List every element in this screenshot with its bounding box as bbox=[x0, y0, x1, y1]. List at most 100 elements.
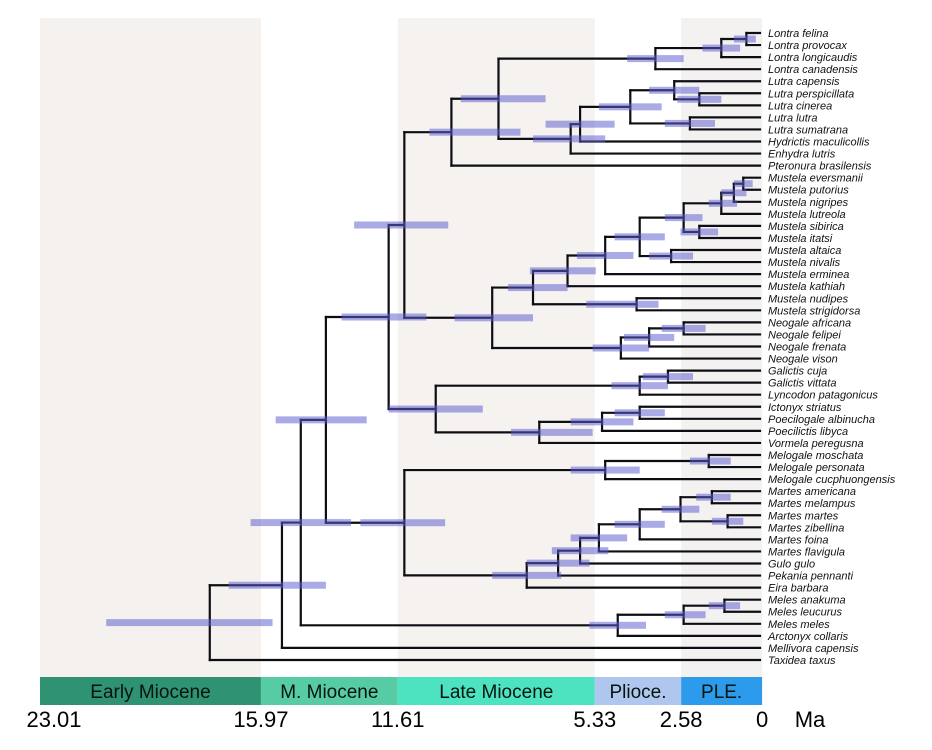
node-age-bar bbox=[275, 416, 367, 424]
node-age-bar bbox=[624, 333, 675, 341]
taxon-label: Neogale vison bbox=[768, 354, 838, 366]
node-age-bar bbox=[721, 189, 747, 197]
taxon-label: Lutra capensis bbox=[768, 76, 840, 88]
node-age-bar bbox=[533, 135, 606, 143]
epoch-band-label: Early Miocene bbox=[90, 682, 210, 703]
node-age-bar bbox=[529, 267, 596, 275]
node-age-bar bbox=[570, 534, 628, 542]
taxon-label: Mustela putorius bbox=[768, 185, 849, 197]
epoch-band-plioce- bbox=[594, 677, 682, 705]
node-age-bar bbox=[341, 313, 427, 321]
node-age-bar bbox=[689, 457, 731, 465]
taxon-label: Martes flavigula bbox=[768, 546, 845, 558]
epoch-band-label: M. Miocene bbox=[280, 682, 378, 703]
taxon-label: Ictonyx striatus bbox=[768, 402, 842, 414]
node-age-bar bbox=[708, 602, 741, 610]
node-age-bar bbox=[661, 324, 706, 332]
node-age-bar bbox=[664, 611, 706, 619]
axis-tick-label: 0 bbox=[756, 707, 768, 732]
node-age-bar bbox=[360, 519, 446, 527]
node-age-bar bbox=[454, 314, 534, 322]
taxon-label: Neogale felipei bbox=[768, 329, 841, 341]
taxon-label: Neogale africana bbox=[768, 317, 851, 329]
node-age-bar bbox=[354, 221, 449, 229]
taxon-label: Mustela eversmanii bbox=[768, 173, 863, 185]
node-age-bar bbox=[664, 119, 716, 127]
taxon-label: Gulo gulo bbox=[768, 559, 815, 571]
taxon-label: Poecilogale albinucha bbox=[768, 414, 875, 426]
taxon-label: Martes foina bbox=[768, 534, 829, 546]
taxon-label: Mustela nudipes bbox=[768, 293, 849, 305]
node-age-bar bbox=[250, 519, 351, 527]
node-age-bar bbox=[733, 180, 753, 188]
node-age-bar bbox=[228, 581, 326, 589]
taxon-label: Melogale moschata bbox=[768, 450, 863, 462]
taxon-label: Melogale cucphuongensis bbox=[768, 474, 896, 486]
epoch-band-ple- bbox=[681, 677, 763, 705]
taxon-label: Melogale personata bbox=[768, 462, 865, 474]
taxon-label: Eira barbara bbox=[768, 583, 829, 595]
node-age-bar bbox=[702, 44, 741, 52]
node-age-bar bbox=[614, 233, 665, 241]
node-age-bar bbox=[614, 409, 665, 417]
node-age-bar bbox=[570, 418, 634, 426]
node-age-bar bbox=[586, 300, 659, 308]
node-age-bar bbox=[649, 252, 694, 260]
node-age-bar bbox=[492, 571, 562, 579]
node-age-bar bbox=[664, 214, 703, 222]
epoch-band-m-miocene bbox=[260, 677, 398, 705]
node-age-bar bbox=[598, 103, 662, 111]
epoch-band-label: Late Miocene bbox=[439, 682, 553, 703]
taxon-label: Mustela altaica bbox=[768, 245, 841, 257]
taxon-label: Meles anakuma bbox=[768, 595, 846, 607]
taxon-label: Poecilictis libyca bbox=[768, 426, 848, 438]
axis-tick-label: 5.33 bbox=[573, 707, 616, 732]
node-age-bar bbox=[592, 344, 650, 352]
node-age-bar bbox=[589, 621, 646, 629]
taxon-label: Lontra canadensis bbox=[768, 64, 858, 76]
taxon-label: Mustela sibirica bbox=[768, 221, 844, 233]
taxon-label: Lutra cinerea bbox=[768, 100, 832, 112]
taxon-label: Mustela nigripes bbox=[768, 197, 849, 209]
node-age-bar bbox=[711, 517, 744, 525]
taxon-label: Mustela itatsi bbox=[768, 233, 833, 245]
node-age-bar bbox=[545, 120, 615, 128]
node-age-bar bbox=[507, 284, 568, 292]
node-age-bar bbox=[526, 559, 590, 567]
taxon-label: Mustela lutreola bbox=[768, 209, 846, 221]
axis-tick-label: 2.58 bbox=[660, 707, 703, 732]
taxon-label: Lutra sumatrana bbox=[768, 124, 848, 136]
node-age-bar bbox=[680, 228, 719, 236]
taxon-label: Mustela strigidorsa bbox=[768, 305, 860, 317]
taxon-label: Martes melampus bbox=[768, 498, 856, 510]
taxon-label: Mellivora capensis bbox=[768, 643, 859, 655]
taxon-label: Meles leucurus bbox=[768, 607, 842, 619]
taxon-label: Pekania pennanti bbox=[768, 571, 854, 583]
taxon-label: Meles meles bbox=[768, 619, 830, 631]
taxon-label: Lontra longicaudis bbox=[768, 52, 858, 64]
epoch-band-label: Plioce. bbox=[609, 682, 666, 703]
taxon-label: Neogale frenata bbox=[768, 341, 846, 353]
taxon-label: Taxidea taxus bbox=[768, 655, 836, 667]
taxon-label: Martes zibellina bbox=[768, 522, 844, 534]
taxon-label: Arctonyx collaris bbox=[767, 631, 849, 643]
taxon-label: Galictis cuja bbox=[768, 366, 827, 378]
node-age-bar bbox=[642, 373, 694, 381]
taxon-label: Mustela kathiah bbox=[768, 281, 845, 293]
node-age-bar bbox=[429, 128, 521, 136]
node-age-bar bbox=[677, 95, 722, 103]
epoch-band-late-miocene bbox=[397, 677, 595, 705]
node-age-bar bbox=[460, 95, 546, 103]
taxon-label: Martes americana bbox=[768, 486, 856, 498]
epoch-band-label: PLE. bbox=[701, 682, 742, 703]
taxon-label: Lutra perspicillata bbox=[768, 88, 854, 100]
epoch-background-stripe bbox=[260, 18, 398, 677]
node-age-bar bbox=[611, 382, 668, 390]
axis-unit-label: Ma bbox=[795, 707, 826, 732]
node-age-bar bbox=[696, 493, 731, 501]
node-age-bar bbox=[733, 35, 756, 43]
node-age-bar bbox=[708, 199, 737, 207]
taxon-label: Lontra felina bbox=[768, 28, 829, 40]
node-age-bar bbox=[388, 405, 483, 413]
